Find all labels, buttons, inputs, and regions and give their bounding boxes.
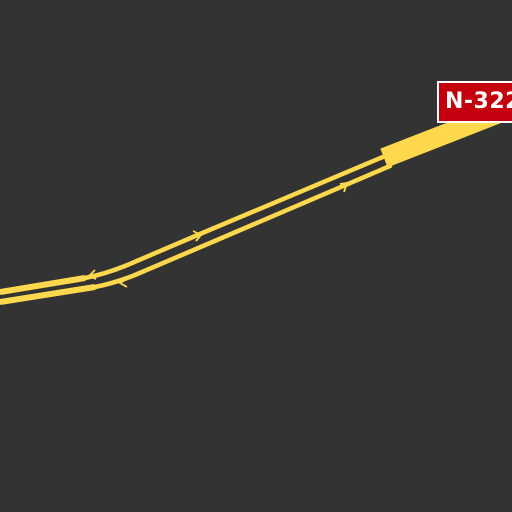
direction-arrow-northeast-1 (192, 230, 203, 242)
highway-carriageway-south[interactable] (0, 163, 393, 305)
highway-west-segment[interactable] (0, 275, 96, 305)
direction-arrow-northeast-2 (339, 181, 349, 193)
road-shield-icon[interactable]: N-322 (437, 81, 512, 123)
direction-arrow-southwest-1 (87, 269, 97, 280)
road-shield-label: N-322 (445, 89, 512, 114)
direction-arrow-southwest-2 (118, 278, 128, 288)
highway-carriageway-north[interactable] (0, 151, 393, 295)
